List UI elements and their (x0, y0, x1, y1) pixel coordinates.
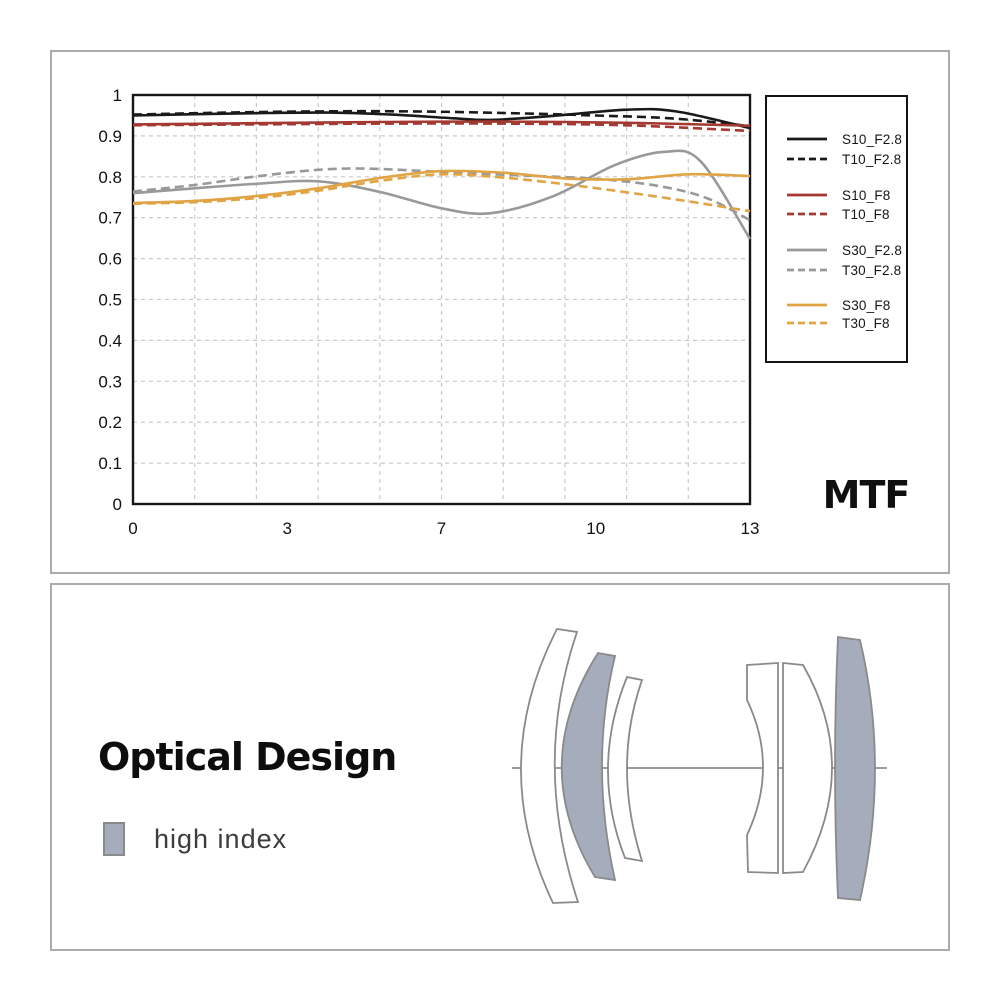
y-tick-label: 0.1 (98, 454, 122, 473)
legend-item-label: S10_F8 (842, 187, 891, 203)
lens-element-1 (520, 628, 580, 904)
curve-S10_F8 (132, 120, 751, 127)
legend-item-T30_F2.8: T30_F2.8 (785, 261, 901, 279)
mtf-label: MTF (822, 473, 911, 517)
y-tick-label: 0.8 (98, 168, 122, 187)
curve-T10_F8 (132, 122, 751, 133)
legend-line-sample (787, 137, 827, 141)
curve-T10_F2.8 (132, 109, 751, 128)
legend-item-T30_F8: T30_F8 (785, 314, 890, 332)
legend-item-label: T10_F8 (842, 206, 890, 222)
curve-S30_F8 (132, 169, 751, 205)
y-tick-label: 0.4 (98, 331, 122, 350)
legend-item-label: T30_F8 (842, 315, 890, 331)
high-index-swatch (103, 822, 125, 856)
legend-item-S30_F8: S30_F8 (785, 296, 890, 314)
y-tick-label: 0.3 (98, 372, 122, 391)
x-tick-label: 0 (128, 519, 137, 538)
legend-item-label: S30_F2.8 (842, 242, 903, 258)
lens-element-2 (560, 652, 617, 882)
lens-element-6 (834, 635, 876, 901)
optical-design-title: Optical Design (98, 735, 397, 779)
mtf-panel: 0 3 7 10 13 0 0.1 0.2 0.3 0.4 0.5 0.6 0.7 0.8 0.9 1 S10… (50, 50, 950, 574)
x-tick-label: 10 (586, 519, 605, 538)
y-tick-label: 0 (113, 495, 122, 514)
legend-item-S10_F2.8: S10_F2.8 (785, 130, 902, 148)
chart-frame (131, 93, 752, 506)
legend-item-label: S30_F8 (842, 297, 891, 313)
legend-line-sample (787, 268, 827, 272)
legend-item-S10_F8: S10_F8 (785, 186, 890, 204)
legend-line-sample (787, 321, 827, 325)
chart-curves (132, 107, 752, 240)
chart-legend: S10_F2.8 T10_F2.8 S10_F8 T10_F8 S30_F2.8 T30_… (765, 95, 908, 363)
legend-item-T10_F2.8: T10_F2.8 (785, 150, 901, 168)
legend-line-sample (787, 212, 827, 216)
legend-item-label: T30_F2.8 (842, 262, 902, 278)
legend-line-sample (787, 303, 827, 307)
legend-item-S30_F2.8: S30_F2.8 (785, 241, 902, 259)
y-tick-label: 0.9 (98, 127, 122, 146)
legend-line-sample (787, 157, 827, 161)
y-tick-label: 0.5 (98, 291, 122, 310)
high-index-legend: high index (103, 822, 287, 856)
legend-item-T10_F8: T10_F8 (785, 205, 890, 223)
legend-item-label: S10_F2.8 (842, 131, 903, 147)
y-tick-label: 0.6 (98, 250, 122, 269)
lens-element-3 (607, 675, 644, 863)
y-tick-label: 0.2 (98, 413, 122, 432)
x-tick-label: 7 (437, 519, 446, 538)
legend-line-sample (787, 248, 827, 252)
y-tick-label: 1 (113, 86, 122, 105)
mtf-chart: 0 3 7 10 13 0 0.1 0.2 0.3 0.4 0.5 0.6 0.7 0.8 0.9 1 (98, 86, 760, 538)
curve-T30_F8 (132, 172, 751, 213)
x-tick-label: 13 (741, 519, 760, 538)
optical-design-panel: Optical Design high index (50, 583, 950, 951)
curve-S30_F2.8 (132, 149, 752, 240)
y-tick-label: 0.7 (98, 209, 122, 228)
chart-grid (133, 95, 750, 504)
legend-line-sample (787, 193, 827, 197)
high-index-label: high index (154, 823, 288, 854)
legend-item-label: T10_F2.8 (842, 151, 902, 167)
lens-diagram (512, 628, 887, 904)
x-tick-label: 3 (283, 519, 292, 538)
lens-element-5 (782, 662, 833, 874)
lens-element-4 (746, 662, 779, 874)
